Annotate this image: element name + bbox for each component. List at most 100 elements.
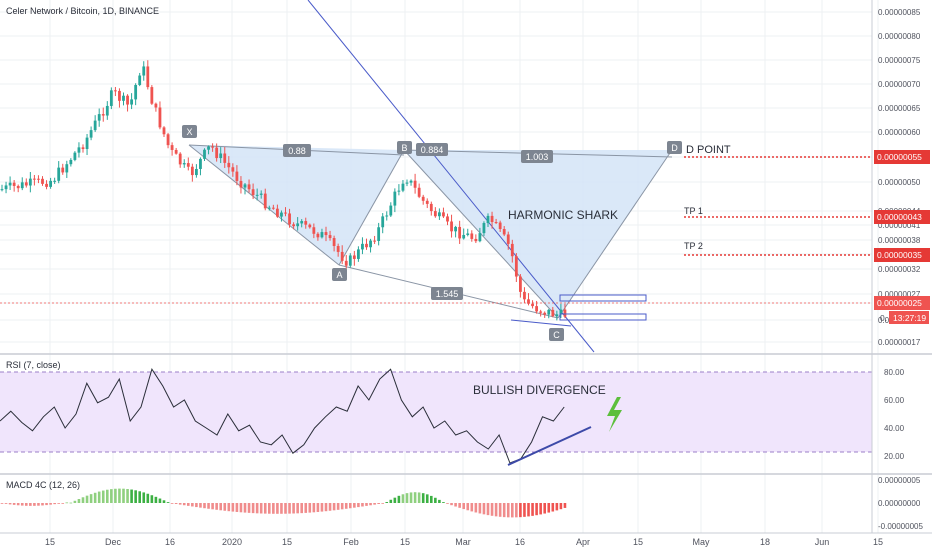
macd-bar xyxy=(223,503,227,511)
resistance-box xyxy=(559,294,647,302)
candle-body xyxy=(114,90,117,92)
macd-bar xyxy=(434,497,437,503)
price-tick-label: 0.00000038 xyxy=(878,236,921,245)
candle-body xyxy=(555,314,559,317)
macd-bar xyxy=(482,503,486,515)
ratio-label-ac: 0.884 xyxy=(416,143,448,156)
candle-body xyxy=(486,215,490,224)
macd-bar xyxy=(365,503,368,506)
macd-bar xyxy=(320,503,324,512)
macd-bar xyxy=(182,503,186,506)
candle-body xyxy=(170,145,174,150)
candle-body xyxy=(539,311,543,313)
macd-tick-label: -0.00000005 xyxy=(878,522,923,531)
candle-body xyxy=(510,243,514,257)
candle-body xyxy=(292,224,295,227)
price-tick-label: 0.00000085 xyxy=(878,8,921,17)
macd-bar xyxy=(69,502,73,504)
candle-body xyxy=(519,276,522,292)
macd-bar xyxy=(85,495,89,503)
candle-body xyxy=(328,235,332,239)
macd-bar xyxy=(519,503,522,518)
candle-body xyxy=(174,149,178,154)
macd-bar xyxy=(259,503,263,514)
candle-body xyxy=(352,255,356,259)
macd-bar xyxy=(349,503,352,509)
price-divergence-line xyxy=(510,319,572,327)
candle-body xyxy=(138,75,142,85)
macd-bar xyxy=(563,503,567,508)
descending-trendline xyxy=(307,0,595,353)
svg-text:13:27:19: 13:27:19 xyxy=(893,313,926,323)
candle-body xyxy=(57,167,61,181)
macd-bar xyxy=(195,503,198,508)
candle-body xyxy=(69,159,73,165)
macd-bar xyxy=(239,503,243,513)
candle-body xyxy=(73,152,77,160)
candle-body xyxy=(255,194,259,196)
macd-bar xyxy=(114,488,117,503)
svg-text:X: X xyxy=(186,127,192,137)
macd-bar xyxy=(555,503,559,511)
candle-body xyxy=(130,99,133,105)
candle-body xyxy=(105,105,109,116)
macd-bar xyxy=(126,489,129,503)
candle-body xyxy=(381,216,385,228)
macd-bar xyxy=(57,503,60,504)
candle-body xyxy=(523,291,526,300)
candle-body xyxy=(16,185,20,189)
ratio-label-xb: 0.88 xyxy=(283,144,311,157)
candle-body xyxy=(348,255,352,266)
candle-body xyxy=(312,227,316,234)
macd-bar xyxy=(328,503,332,511)
candle-body xyxy=(494,222,498,224)
macd-bar xyxy=(73,500,77,503)
rsi-tick-label: 20.00 xyxy=(884,452,905,461)
candle-body xyxy=(12,182,16,186)
macd-bar xyxy=(490,503,494,516)
point-label-c: C xyxy=(549,328,564,341)
candle-body xyxy=(506,234,510,244)
macd-bar xyxy=(353,503,356,508)
macd-bar xyxy=(20,503,24,506)
target-tag-tp2: 0.00000035 xyxy=(874,248,930,262)
price-tick-label: 0.00000041 xyxy=(878,221,921,230)
time-tick-label: 18 xyxy=(760,537,770,547)
time-tick-label: 15 xyxy=(873,537,883,547)
svg-text:A: A xyxy=(336,270,342,280)
candle-body xyxy=(20,182,24,189)
macd-bar xyxy=(531,503,534,516)
time-axis-labels: 15 Dec 16 2020 15 Feb 15 Mar 16 Apr 15 May 18 Jun 15 xyxy=(45,537,883,547)
candle-body xyxy=(324,232,328,236)
macd-bar xyxy=(312,503,316,513)
macd-bar xyxy=(231,503,235,512)
rsi-divergence-line xyxy=(507,426,592,466)
candle-body xyxy=(413,180,417,188)
svg-text:1.545: 1.545 xyxy=(436,289,459,299)
macd-bar xyxy=(458,503,461,508)
macd-bar xyxy=(385,502,389,503)
svg-text:B: B xyxy=(401,143,407,153)
point-label-d: D xyxy=(667,141,682,154)
candle-body xyxy=(527,299,530,304)
candle-body xyxy=(498,222,502,230)
macd-bar xyxy=(409,492,413,503)
macd-bar xyxy=(45,503,48,506)
candle-body xyxy=(332,238,336,247)
candle-body xyxy=(154,103,158,108)
candle-body xyxy=(490,215,494,223)
candle-body xyxy=(53,180,57,182)
candle-body xyxy=(182,163,186,165)
svg-text:0.884: 0.884 xyxy=(421,145,444,155)
candle-body xyxy=(49,180,52,187)
price-tick-label: 0.00000075 xyxy=(878,56,921,65)
candle-body xyxy=(81,147,85,150)
macd-bar xyxy=(523,503,526,517)
time-tick-label: Jun xyxy=(815,537,830,547)
candle-body xyxy=(223,153,227,163)
macd-bar xyxy=(300,503,303,514)
macd-bar xyxy=(37,503,40,506)
candle-body xyxy=(454,226,457,232)
macd-bar xyxy=(207,503,210,509)
price-small-label: 0. xyxy=(880,313,887,323)
